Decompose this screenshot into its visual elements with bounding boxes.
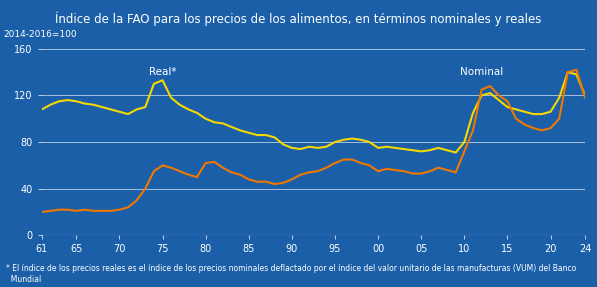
Text: 2014-2016=100: 2014-2016=100 [4,30,78,39]
Text: Real*: Real* [149,67,176,77]
Text: Índice de la FAO para los precios de los alimentos, en términos nominales y real: Índice de la FAO para los precios de los… [56,11,541,26]
Text: Nominal: Nominal [460,67,503,77]
Text: * El índice de los precios reales es el índice de los precios nominales deflacta: * El índice de los precios reales es el … [6,264,576,284]
